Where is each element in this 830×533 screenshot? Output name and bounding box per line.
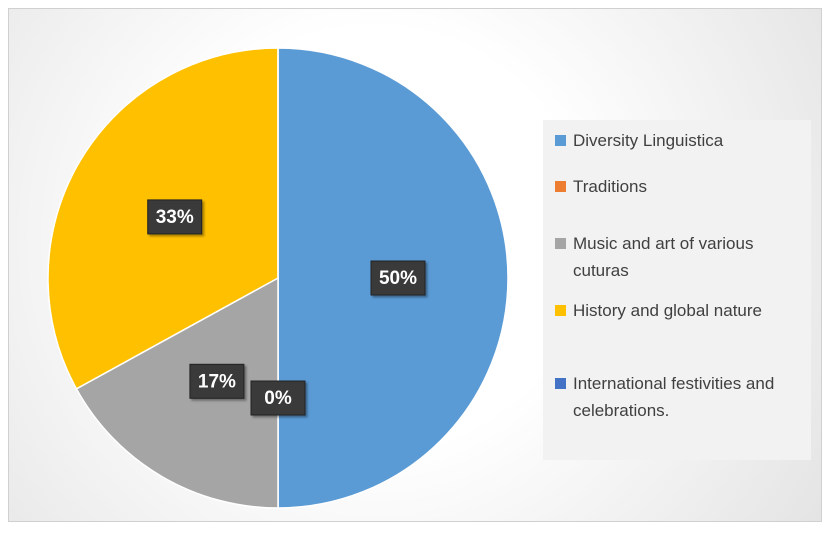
data-label-text: 0% — [264, 388, 292, 409]
data-label: 50% — [370, 260, 426, 296]
legend-label: Music and art of various cuturas — [573, 234, 754, 280]
data-label-text: 17% — [198, 371, 236, 392]
data-label-text: 50% — [379, 268, 417, 289]
legend-entry: International festivities and celebratio… — [555, 370, 805, 424]
legend-entry: Traditions — [555, 173, 805, 200]
data-label-box — [250, 380, 306, 416]
legend-label: History and global nature — [573, 301, 763, 320]
legend-swatch — [555, 135, 566, 146]
legend-entry: Music and art of various cuturas — [555, 230, 805, 284]
data-label-box — [189, 363, 245, 399]
data-label-box — [370, 260, 426, 296]
legend-swatch — [555, 305, 566, 316]
data-label-text: 33% — [156, 207, 194, 228]
legend: Diversity Linguistica Traditions Music and… — [543, 120, 811, 460]
legend-label: Diversity Linguistica — [573, 131, 724, 150]
legend-entry: Diversity Linguistica — [555, 127, 805, 154]
legend-entry: History and global nature — [555, 297, 805, 324]
data-label-box — [147, 199, 203, 235]
data-label: 0% — [250, 380, 306, 416]
legend-label: International festivities and celebratio… — [573, 374, 775, 420]
data-label: 17% — [189, 363, 245, 399]
legend-label: Traditions — [573, 177, 648, 196]
legend-swatch — [555, 378, 566, 389]
legend-swatch — [555, 238, 566, 249]
pie-slice — [75, 276, 279, 509]
data-label: 33% — [147, 199, 203, 235]
legend-swatch — [555, 181, 566, 192]
